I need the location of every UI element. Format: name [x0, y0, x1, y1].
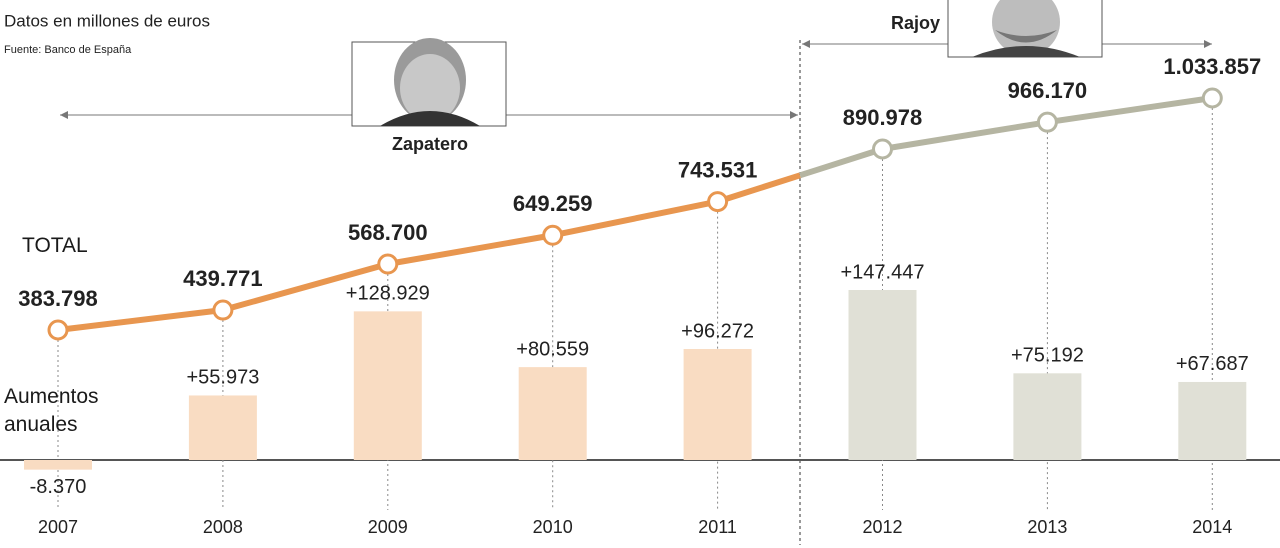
point [1201, 87, 1223, 109]
point [1036, 111, 1058, 133]
legend-label: Aumentos anuales [4, 385, 99, 436]
line-segment [716, 172, 801, 205]
data-label: 890.978 [843, 105, 923, 130]
x-tick-label: 2008 [203, 517, 243, 537]
bar [1013, 373, 1082, 460]
data-label: 966.170 [1008, 78, 1088, 103]
rajoy-photo [947, 0, 1103, 58]
x-tick-label: 2011 [698, 517, 737, 537]
point [872, 138, 893, 160]
period-label: Zapatero [392, 134, 468, 154]
point [542, 224, 564, 246]
data-label: -8.370 [30, 476, 87, 498]
line-segment [55, 307, 226, 333]
line-segment [1044, 95, 1216, 126]
bar [683, 349, 752, 460]
data-label: 383.798 [18, 286, 98, 311]
x-tick-label: 2012 [862, 517, 902, 537]
data-label: +67.687 [1176, 353, 1249, 375]
zapatero-photo [351, 38, 507, 127]
point [377, 253, 399, 275]
legend-label: TOTAL [22, 234, 88, 257]
point [707, 191, 729, 213]
data-label: +80.559 [516, 338, 589, 360]
point [212, 299, 234, 321]
line-segment [799, 146, 884, 179]
bar [848, 290, 917, 460]
x-tick-label: 2007 [38, 517, 78, 537]
data-label: +55.973 [186, 367, 259, 389]
bar [518, 367, 587, 460]
data-label: +128.929 [346, 283, 430, 305]
bar [353, 311, 422, 460]
line-segment [879, 119, 1051, 152]
data-label: 743.531 [678, 157, 758, 182]
period-label: Rajoy [891, 13, 940, 33]
bar [1178, 381, 1247, 460]
line-segment [219, 261, 391, 314]
line-segment [549, 198, 721, 239]
data-label: 439.771 [183, 266, 263, 291]
point [47, 319, 69, 341]
data-label: 568.700 [348, 220, 428, 245]
source: Fuente: Banco de España [4, 44, 132, 56]
bar [188, 395, 257, 460]
data-label: 649.259 [513, 191, 593, 216]
line-segment [384, 232, 556, 268]
data-label: 1.033.857 [1163, 54, 1261, 79]
data-label: +96.272 [681, 320, 754, 342]
x-tick-label: 2013 [1027, 517, 1067, 537]
data-label: +75.192 [1011, 345, 1084, 367]
x-tick-label: 2009 [368, 517, 408, 537]
bar [24, 460, 92, 470]
x-tick-label: 2010 [533, 517, 573, 537]
data-label: +147.447 [841, 261, 925, 283]
x-tick-label: 2014 [1192, 517, 1232, 537]
subtitle: Datos en millones de euros [4, 11, 210, 30]
